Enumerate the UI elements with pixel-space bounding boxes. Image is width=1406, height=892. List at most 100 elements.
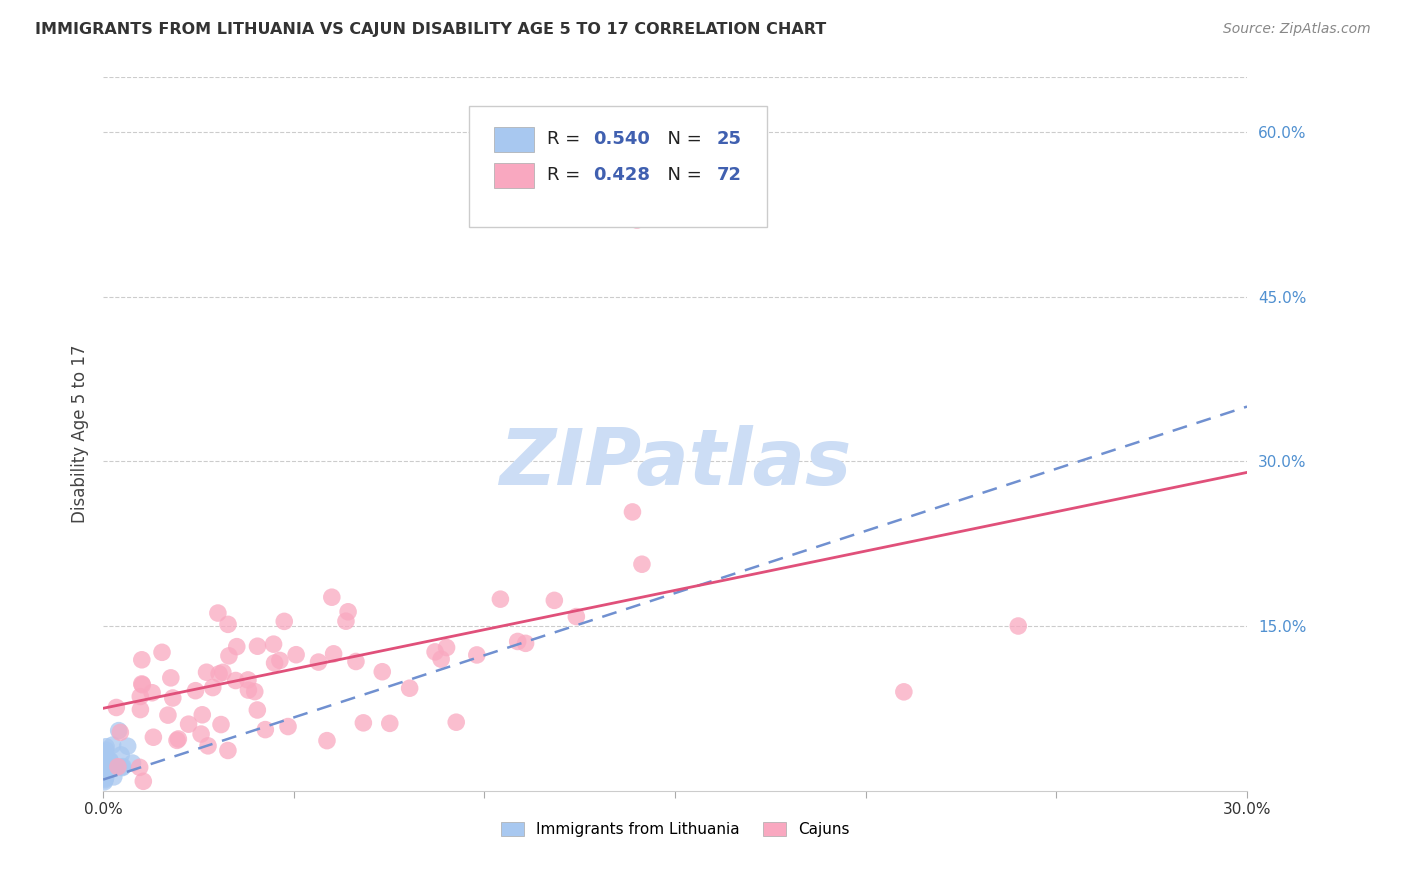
Point [94,772,117,786]
Point [131,653,153,667]
Point [626,213,648,227]
Point [217,743,239,757]
Text: R =: R = [547,166,586,184]
Point [94,743,117,757]
Point [217,617,239,632]
Point [103,770,125,784]
Text: 72: 72 [716,166,741,184]
Point [398,681,420,696]
Point [94,739,117,754]
Point [98,754,121,768]
Point [159,671,181,685]
FancyBboxPatch shape [470,106,766,227]
Point [371,665,394,679]
Point [117,739,139,754]
Point [98,757,121,772]
Text: 0.428: 0.428 [593,166,650,184]
Point [131,677,153,691]
Point [98,753,121,767]
Point [121,756,143,770]
Point [93,745,115,759]
Point [246,703,269,717]
Point [107,723,129,738]
Point [352,715,374,730]
Point [142,730,165,744]
Text: R =: R = [547,130,586,148]
Point [263,656,285,670]
Point [515,636,537,650]
Point [96,757,118,772]
Point [195,665,218,680]
Point [285,648,308,662]
Point [337,605,360,619]
Point [110,747,132,762]
Point [97,759,120,773]
Point [423,645,446,659]
Point [273,615,295,629]
Point [162,691,184,706]
Point [111,759,134,773]
Y-axis label: Disability Age 5 to 17: Disability Age 5 to 17 [72,345,89,524]
Point [110,725,132,739]
Point [893,685,915,699]
Point [107,760,129,774]
Point [631,558,654,572]
Point [141,686,163,700]
Point [93,775,115,789]
Text: 25: 25 [716,130,741,148]
Point [191,707,214,722]
Point [129,702,152,716]
Point [335,614,357,628]
Point [208,666,231,681]
Point [177,717,200,731]
Point [197,739,219,753]
Text: ZIPatlas: ZIPatlas [499,425,851,500]
Point [190,727,212,741]
Point [225,673,247,688]
Point [565,609,588,624]
Point [207,606,229,620]
Point [236,673,259,687]
Point [543,593,565,607]
Point [156,708,179,723]
FancyBboxPatch shape [495,163,534,188]
Point [218,648,240,663]
Point [96,752,118,766]
Point [1007,619,1029,633]
Point [321,591,343,605]
Point [489,592,512,607]
Point [225,640,247,654]
Point [316,733,339,747]
Text: N =: N = [655,130,707,148]
Point [344,655,367,669]
Point [201,681,224,695]
Point [96,752,118,766]
Point [243,684,266,698]
Text: Source: ZipAtlas.com: Source: ZipAtlas.com [1223,22,1371,37]
Point [378,716,401,731]
Point [238,683,260,698]
Point [254,723,277,737]
Point [269,653,291,667]
Point [94,771,117,785]
Point [209,717,232,731]
Point [104,760,127,774]
Text: N =: N = [655,166,707,184]
Point [308,655,330,669]
Point [167,731,190,746]
Point [94,755,117,769]
Point [246,639,269,653]
Point [132,774,155,789]
Legend: Immigrants from Lithuania, Cajuns: Immigrants from Lithuania, Cajuns [495,816,855,844]
Point [277,720,299,734]
Point [444,715,467,730]
Point [128,760,150,774]
Point [96,754,118,768]
Point [184,683,207,698]
Text: IMMIGRANTS FROM LITHUANIA VS CAJUN DISABILITY AGE 5 TO 17 CORRELATION CHART: IMMIGRANTS FROM LITHUANIA VS CAJUN DISAB… [35,22,827,37]
Point [105,700,128,714]
Point [506,634,529,648]
Point [129,690,152,704]
Point [212,665,235,680]
Point [436,640,458,655]
